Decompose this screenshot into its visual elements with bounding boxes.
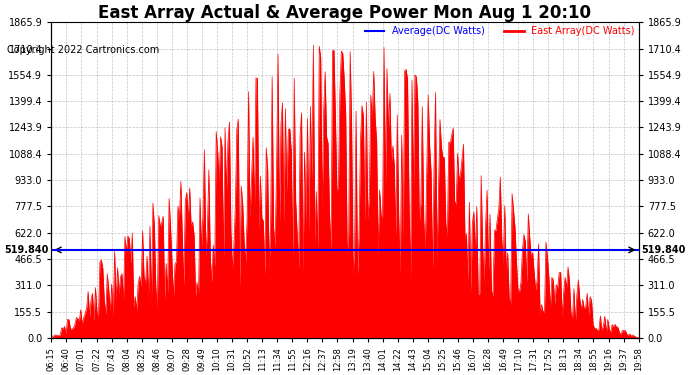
- Text: Copyright 2022 Cartronics.com: Copyright 2022 Cartronics.com: [7, 45, 159, 55]
- Text: 519.840: 519.840: [4, 245, 48, 255]
- Legend: Average(DC Watts), East Array(DC Watts): Average(DC Watts), East Array(DC Watts): [361, 22, 639, 40]
- Text: 519.840: 519.840: [642, 245, 686, 255]
- Title: East Array Actual & Average Power Mon Aug 1 20:10: East Array Actual & Average Power Mon Au…: [99, 4, 591, 22]
